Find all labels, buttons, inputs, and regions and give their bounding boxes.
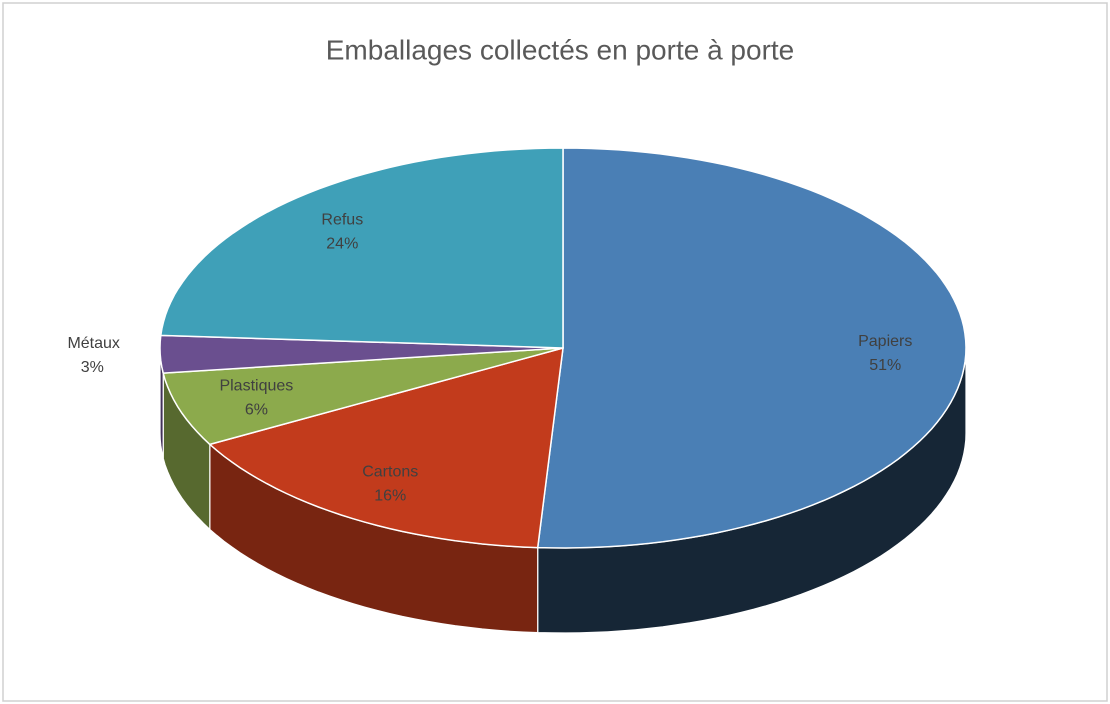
- slice-value-label: 51%: [869, 357, 901, 374]
- slice-value-label: 24%: [326, 236, 358, 253]
- slice-label: Papiers: [858, 333, 912, 350]
- slice-value-label: 16%: [374, 487, 406, 504]
- slice-value-label: 6%: [245, 402, 268, 419]
- pie-slice: [159, 334, 564, 374]
- slice-label: Plastiques: [219, 378, 293, 395]
- slice-label: Cartons: [362, 463, 418, 480]
- slice-label: Métaux: [67, 335, 119, 352]
- pie-slice: [162, 347, 564, 446]
- pie-slice: [208, 346, 564, 549]
- slice-value-label: 3%: [81, 359, 104, 376]
- pie-slice: [159, 147, 564, 349]
- chart-title: Emballages collectés en porte à porte: [326, 34, 795, 65]
- slice-label: Refus: [321, 212, 363, 229]
- pie-slice: [536, 147, 967, 549]
